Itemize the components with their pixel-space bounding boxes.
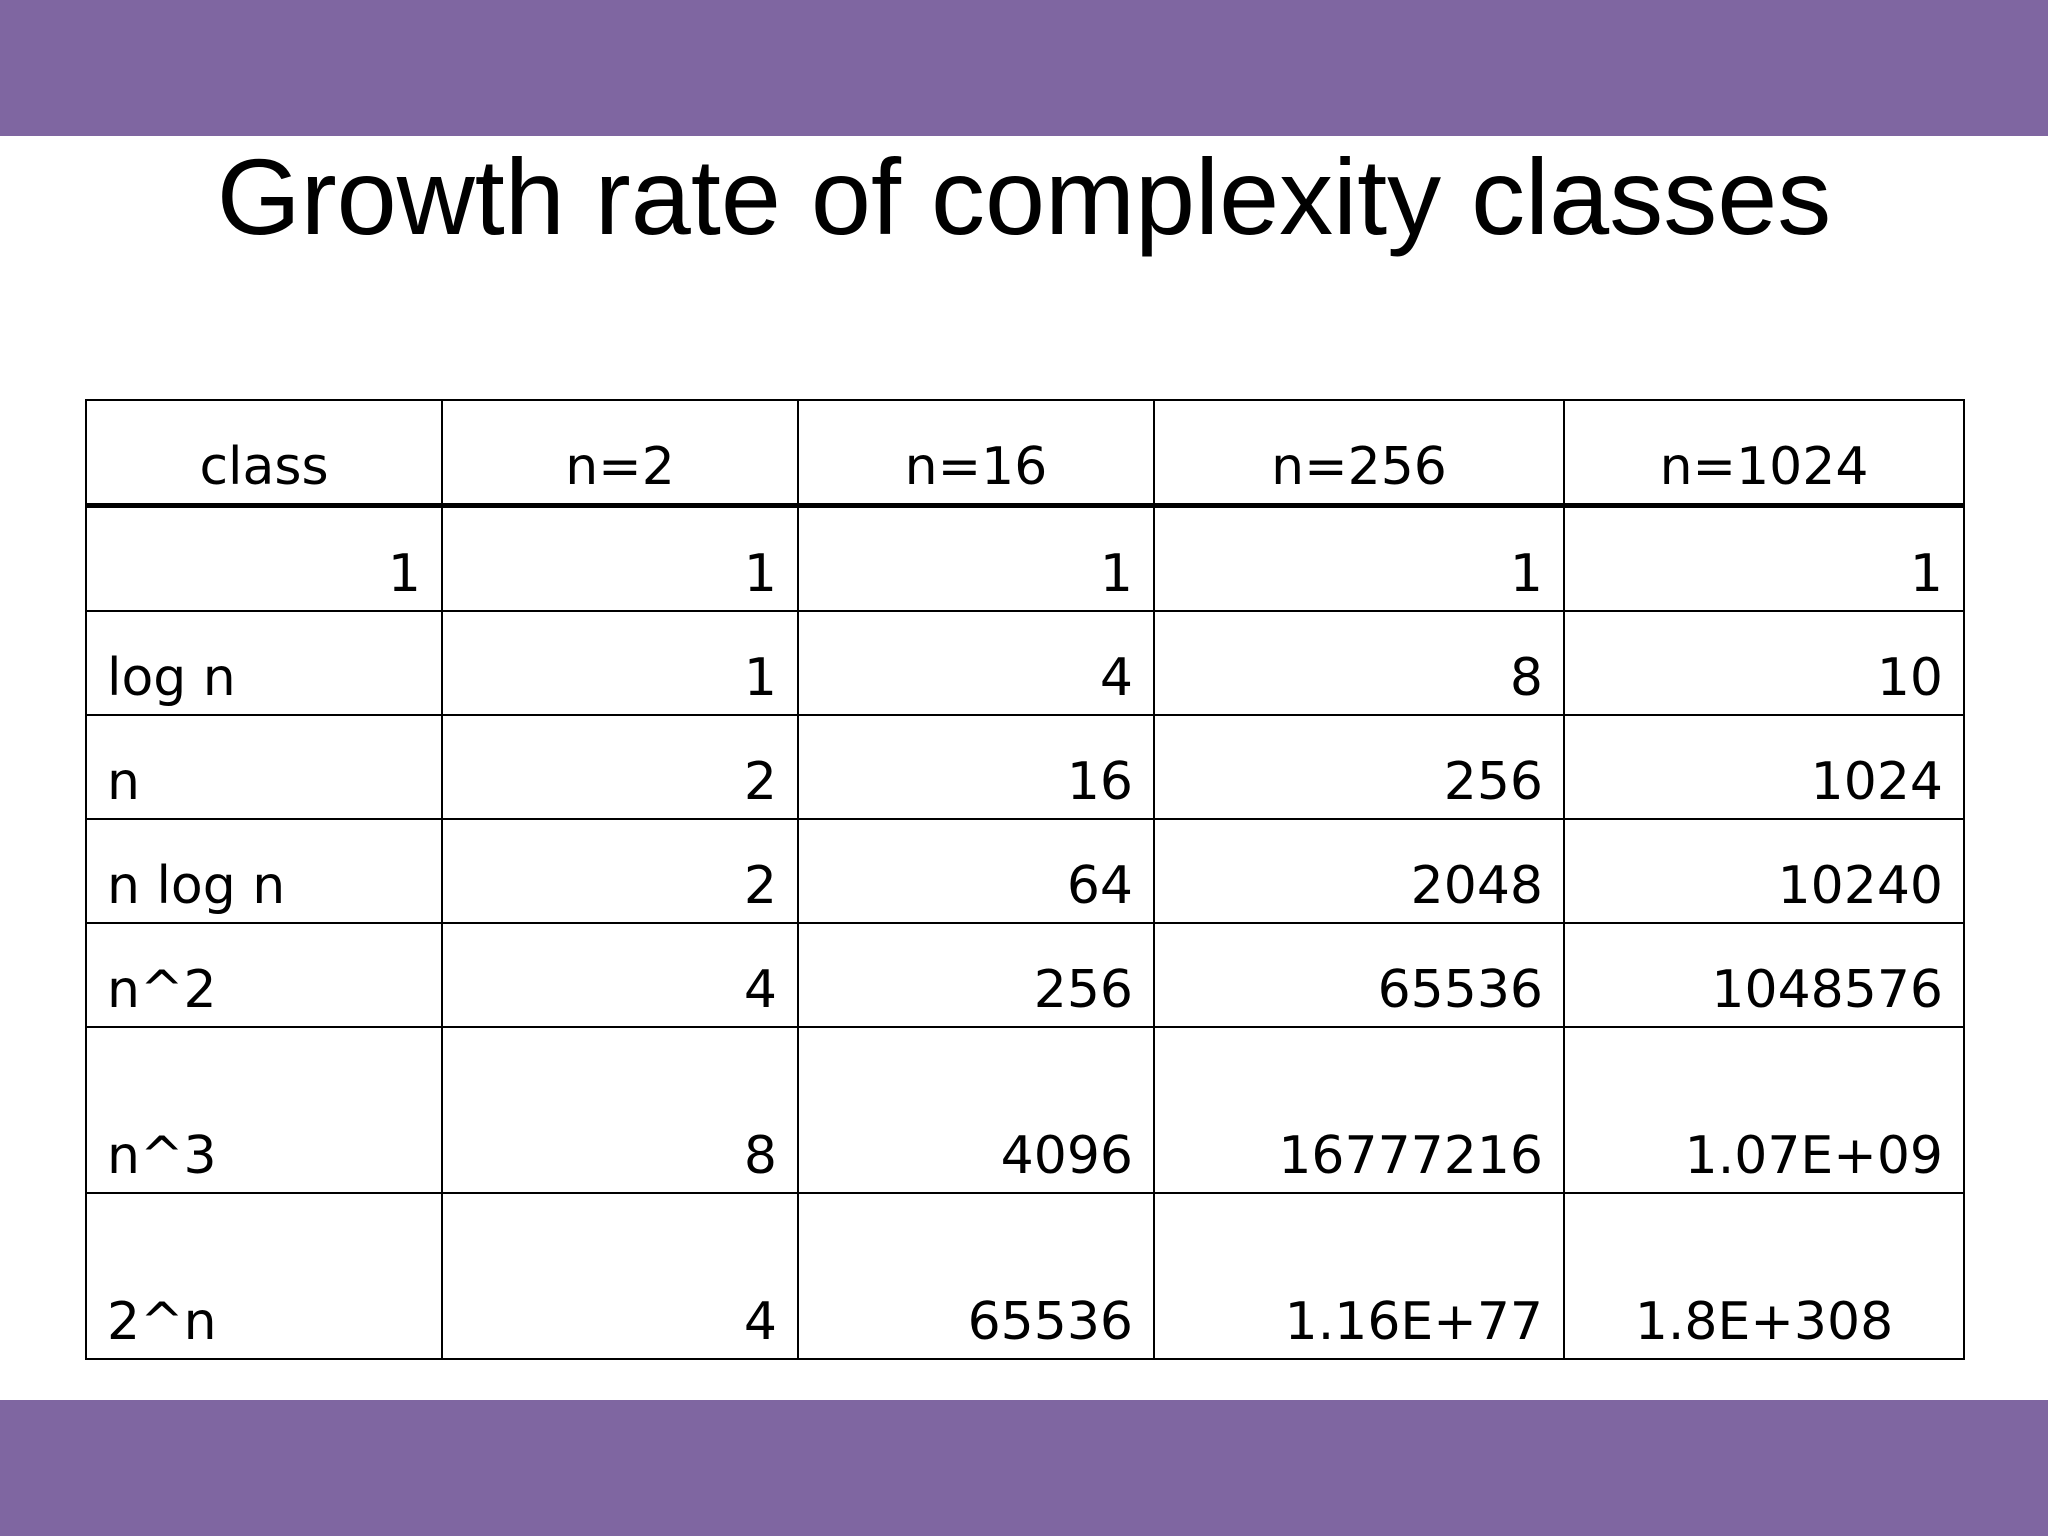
class-cell: n^2 <box>85 922 443 1028</box>
table-row: log n 1 4 8 10 <box>85 610 1965 716</box>
class-cell: n <box>85 714 443 820</box>
class-cell: 1 <box>85 504 443 612</box>
value-cell: 65536 <box>797 1192 1155 1360</box>
header-n-2: n=2 <box>441 399 799 508</box>
header-n-256: n=256 <box>1153 399 1565 508</box>
value-cell: 8 <box>1153 610 1565 716</box>
value-cell: 256 <box>797 922 1155 1028</box>
value-cell: 1 <box>797 504 1155 612</box>
value-cell: 1.07E+09 <box>1563 1026 1965 1194</box>
value-cell: 64 <box>797 818 1155 924</box>
value-cell: 65536 <box>1153 922 1565 1028</box>
value-cell: 10 <box>1563 610 1965 716</box>
bottom-band <box>0 1400 2048 1536</box>
value-cell: 10240 <box>1563 818 1965 924</box>
value-cell: 1 <box>441 504 799 612</box>
value-cell: 2048 <box>1153 818 1565 924</box>
value-cell: 4 <box>797 610 1155 716</box>
value-cell: 1 <box>1153 504 1565 612</box>
value-cell: 4 <box>441 922 799 1028</box>
value-cell: 2 <box>441 818 799 924</box>
table-header-row: class n=2 n=16 n=256 n=1024 <box>85 399 1965 508</box>
value-cell: 8 <box>441 1026 799 1194</box>
class-cell: 2^n <box>85 1192 443 1360</box>
header-class: class <box>85 399 443 508</box>
table-row: 2^n 4 65536 1.16E+77 1.8E+308 <box>85 1192 1965 1360</box>
value-cell: 4096 <box>797 1026 1155 1194</box>
top-band <box>0 0 2048 136</box>
table-row: n^2 4 256 65536 1048576 <box>85 922 1965 1028</box>
value-cell: 1 <box>441 610 799 716</box>
value-cell: 256 <box>1153 714 1565 820</box>
value-cell: 4 <box>441 1192 799 1360</box>
class-cell: log n <box>85 610 443 716</box>
class-cell: n^3 <box>85 1026 443 1194</box>
value-cell: 1 <box>1563 504 1965 612</box>
complexity-table: class n=2 n=16 n=256 n=1024 1 1 1 1 1 lo… <box>85 399 1965 1360</box>
table-row: n 2 16 256 1024 <box>85 714 1965 820</box>
value-cell: 1024 <box>1563 714 1965 820</box>
table-row: 1 1 1 1 1 <box>85 504 1965 612</box>
value-cell: 2 <box>441 714 799 820</box>
value-cell: 1.8E+308 <box>1563 1192 1965 1360</box>
header-n-16: n=16 <box>797 399 1155 508</box>
value-cell: 1048576 <box>1563 922 1965 1028</box>
table-row: n^3 8 4096 16777216 1.07E+09 <box>85 1026 1965 1194</box>
table-row: n log n 2 64 2048 10240 <box>85 818 1965 924</box>
header-n-1024: n=1024 <box>1563 399 1965 508</box>
value-cell: 16777216 <box>1153 1026 1565 1194</box>
class-cell: n log n <box>85 818 443 924</box>
value-cell: 1.16E+77 <box>1153 1192 1565 1360</box>
slide-title: Growth rate of complexity classes <box>216 136 1832 257</box>
value-cell: 16 <box>797 714 1155 820</box>
